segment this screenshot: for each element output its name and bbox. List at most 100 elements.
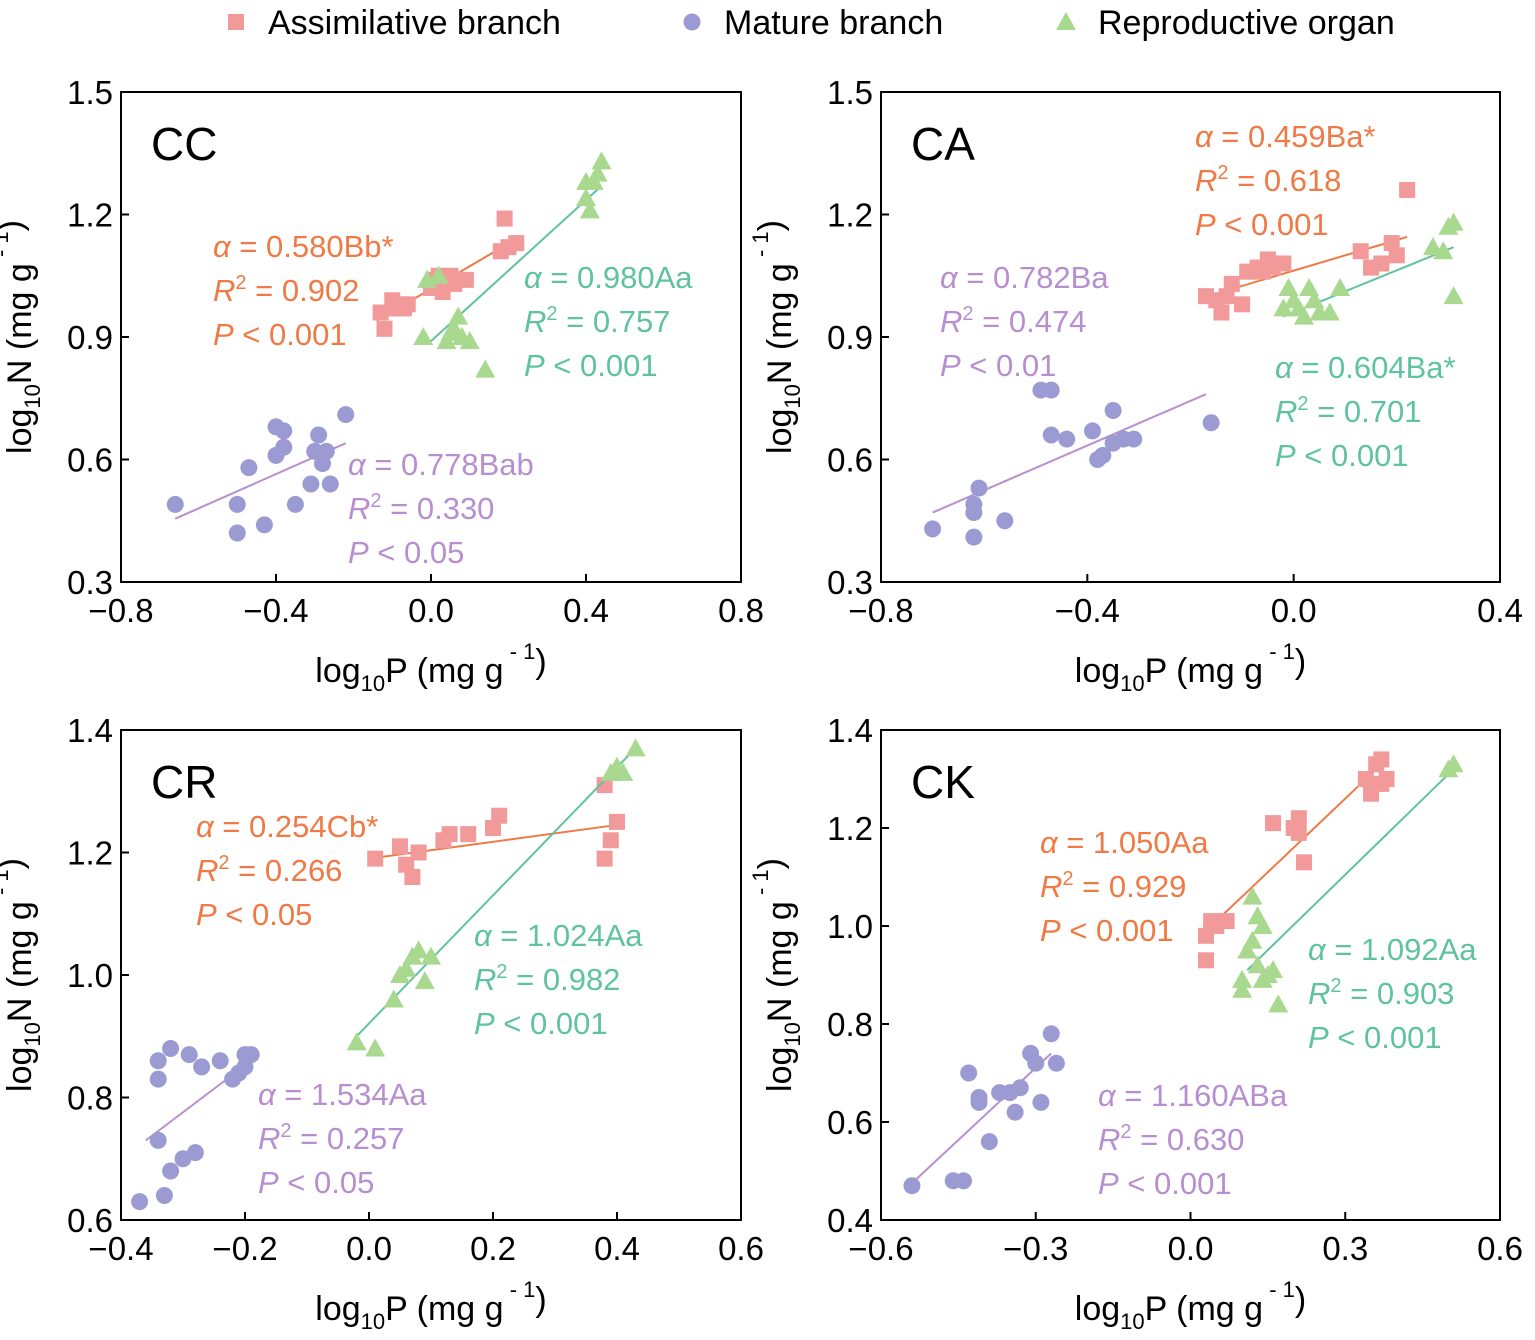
data-point-repro (448, 306, 469, 325)
series-assim (1197, 751, 1395, 969)
data-point-mature (321, 475, 339, 493)
data-point-repro (1443, 754, 1464, 773)
data-point-mature (162, 1040, 180, 1057)
data-point-mature (186, 1144, 204, 1162)
annotation-repro: α = 1.092Aa R2 = 0.903 P < 0.001 (1308, 932, 1477, 1055)
data-point-mature (1042, 1025, 1060, 1043)
fit-line-repro (355, 753, 631, 1037)
series-assim (372, 210, 525, 337)
data-point-assim (410, 844, 427, 861)
data-point-assim (1290, 824, 1307, 841)
series-repro (1232, 754, 1464, 1013)
data-point-assim (1234, 296, 1251, 313)
annotation-repro: α = 0.604Ba* R2 = 0.701 P < 0.001 (1275, 350, 1456, 473)
data-point-mature (1094, 446, 1112, 464)
series-assim (1197, 182, 1416, 321)
data-point-assim (1378, 771, 1395, 787)
data-point-mature (1006, 1103, 1024, 1121)
data-point-mature (131, 1193, 149, 1211)
data-point-repro (1237, 940, 1258, 959)
data-point-mature (193, 1058, 211, 1076)
panel-cr: −0.4 −0.2 0.0 0.2 0.4 0.6 0.6 0.8 1.0 1.2 1.4 log10… (0, 712, 764, 1334)
data-point-mature (970, 1093, 988, 1111)
data-point-mature (240, 459, 258, 477)
data-point-mature (317, 442, 335, 460)
x-tick-label: 0.6 (718, 1230, 764, 1267)
data-point-assim (602, 832, 619, 849)
data-point-mature (965, 528, 983, 546)
series-repro (413, 151, 612, 378)
series-mature (166, 406, 355, 542)
panel-title: CR (151, 756, 217, 808)
data-point-repro (1263, 960, 1284, 979)
x-axis-label: log10P (mg g - 1) (315, 639, 546, 696)
data-point-assim (1352, 243, 1369, 260)
data-point-assim (1383, 235, 1400, 252)
data-point-repro (459, 331, 480, 350)
data-point-assim (1295, 854, 1312, 871)
x-tick-label: 0.4 (1477, 592, 1523, 629)
data-point-mature (996, 512, 1014, 530)
annotation-r2: R2 = 0.929 (1040, 868, 1186, 904)
data-point-repro (346, 1032, 367, 1051)
data-point-repro (1433, 241, 1454, 260)
y-axis-label: log10N (mg g - 1) (0, 858, 45, 1092)
data-point-mature (211, 1052, 229, 1070)
panel-title: CK (911, 756, 975, 808)
data-point-assim (1218, 913, 1235, 930)
x-tick-label: 0.6 (1477, 1230, 1523, 1267)
data-point-repro (1232, 969, 1253, 988)
panel-ca: −0.8 −0.4 0.0 0.4 0.3 0.6 0.9 1.2 1.5 log10P (mg … (748, 74, 1523, 696)
series-mature (131, 1040, 260, 1211)
data-point-repro (428, 265, 449, 284)
fit-line-assim (1205, 758, 1388, 932)
annotation-alpha: α = 0.254Cb* (196, 809, 378, 844)
legend-item: Assimilative branch (228, 4, 561, 42)
data-point-mature (1027, 1054, 1045, 1072)
annotation-alpha: α = 0.778Bab (348, 447, 534, 482)
annotation-r2: R2 = 0.474 (940, 303, 1086, 339)
data-point-repro (591, 151, 612, 170)
y-tick-label: 1.4 (67, 712, 113, 749)
data-point-mature (1042, 426, 1060, 444)
data-point-repro (1242, 886, 1263, 905)
data-point-mature (275, 422, 293, 440)
y-axis-label: log10N (mg g - 1) (0, 220, 45, 454)
data-point-assim (367, 850, 384, 867)
data-point-mature (242, 1046, 260, 1064)
data-point-assim (392, 838, 408, 855)
data-point-mature (965, 495, 983, 513)
series-assim (367, 777, 625, 885)
data-point-mature (149, 1052, 167, 1070)
data-point-assim (1275, 255, 1292, 272)
x-axis-label: log10P (mg g - 1) (1075, 1277, 1306, 1334)
data-point-mature (228, 524, 246, 542)
annotation-repro: α = 0.980Aa R2 = 0.757 P < 0.001 (524, 260, 693, 383)
legend-item: Mature branch (683, 4, 943, 42)
y-tick-label: 1.4 (827, 712, 873, 749)
annotation-p: P < 0.001 (1098, 1166, 1232, 1201)
y-tick-label: 0.6 (827, 1104, 873, 1141)
legend-label: Mature branch (724, 4, 943, 42)
fit-line-mature (911, 1052, 1052, 1184)
annotation-p: P < 0.001 (1040, 913, 1174, 948)
data-point-mature (1032, 1093, 1050, 1111)
data-point-mature (1083, 422, 1101, 440)
annotation-p: P < 0.05 (348, 535, 464, 570)
data-point-repro (1319, 302, 1340, 321)
data-point-repro (365, 1038, 386, 1057)
annotation-r2: R2 = 0.982 (474, 961, 620, 997)
x-tick-label: 0.0 (1168, 1230, 1214, 1267)
data-point-mature (155, 1187, 173, 1204)
panel-cc: −0.8 −0.4 0.0 0.4 0.8 0.3 0.6 0.9 1.2 1.5 log10P (… (0, 74, 764, 696)
y-axis-label: log10N (mg g - 1) (748, 858, 805, 1092)
data-point-repro (1273, 298, 1294, 317)
x-tick-label: 0.0 (408, 592, 454, 629)
legend-item: Reproductive organ (1056, 4, 1395, 42)
x-tick-label: 0.0 (346, 1230, 392, 1267)
data-point-assim (1223, 275, 1240, 292)
data-point-assim (496, 210, 513, 227)
x-tick-label: −0.2 (212, 1230, 277, 1267)
data-point-mature (149, 1131, 167, 1149)
